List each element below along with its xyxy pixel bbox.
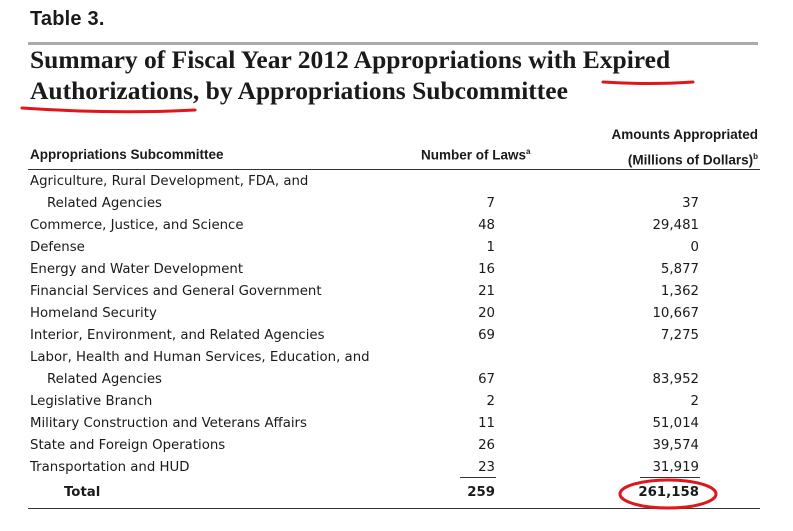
row-laws: 23 bbox=[478, 460, 495, 475]
table-row: State and Foreign Operations 26 39,574 bbox=[0, 435, 793, 457]
total-laws: 259 bbox=[467, 485, 495, 500]
table-row: Energy and Water Development 16 5,877 bbox=[0, 259, 793, 281]
table-title: Summary of Fiscal Year 2012 Appropriatio… bbox=[30, 45, 671, 105]
header-amount-line2-wrap: (Millions of Dollars)b bbox=[612, 146, 758, 172]
table-body: Agriculture, Rural Development, FDA, and… bbox=[0, 171, 793, 479]
row-amount: 1,362 bbox=[660, 284, 699, 299]
row-subcommittee: Financial Services and General Governmen… bbox=[30, 284, 322, 299]
header-laws: Number of Lawsa bbox=[421, 147, 530, 163]
underline-authorizations bbox=[20, 106, 197, 114]
row-subcommittee: Defense bbox=[30, 240, 85, 255]
row-subcommittee: Homeland Security bbox=[30, 306, 157, 321]
total-row: Total 259 261,158 bbox=[0, 482, 793, 504]
row-amount: 37 bbox=[682, 196, 699, 211]
row-laws: 11 bbox=[478, 416, 495, 431]
row-laws: 16 bbox=[478, 262, 495, 277]
header-amount: Amounts Appropriated (Millions of Dollar… bbox=[612, 124, 759, 172]
row-laws: 67 bbox=[478, 372, 495, 387]
table-row: Commerce, Justice, and Science 48 29,481 bbox=[0, 215, 793, 237]
total-label: Total bbox=[64, 485, 101, 500]
row-laws: 26 bbox=[478, 438, 495, 453]
footnote-a: a bbox=[526, 147, 531, 156]
row-laws: 48 bbox=[478, 218, 495, 233]
table-label: Table 3. bbox=[30, 8, 105, 30]
row-subcommittee: Legislative Branch bbox=[30, 394, 153, 409]
row-laws: 2 bbox=[486, 394, 495, 409]
table-row: Military Construction and Veterans Affai… bbox=[0, 413, 793, 435]
row-amount: 10,667 bbox=[652, 306, 699, 321]
header-subcommittee: Appropriations Subcommittee bbox=[30, 147, 760, 162]
sum-rule-laws bbox=[460, 477, 496, 478]
row-amount: 39,574 bbox=[652, 438, 699, 453]
table-row: Interior, Environment, and Related Agenc… bbox=[0, 325, 793, 347]
row-amount: 2 bbox=[690, 394, 699, 409]
row-laws: 7 bbox=[486, 196, 495, 211]
header-amount-line2: (Millions of Dollars) bbox=[627, 152, 754, 168]
row-laws: 20 bbox=[478, 306, 495, 321]
row-subcommittee: State and Foreign Operations bbox=[30, 438, 226, 453]
table-row: Transportation and HUD 23 31,919 bbox=[0, 457, 793, 479]
row-amount: 7,275 bbox=[660, 328, 699, 343]
header-subcommittee-text: Appropriations Subcommittee bbox=[30, 147, 224, 162]
header-laws-text: Number of Laws bbox=[421, 147, 527, 163]
row-amount: 31,919 bbox=[652, 460, 699, 475]
table-row: Related Agencies 7 37 bbox=[0, 193, 793, 215]
row-amount: 5,877 bbox=[660, 262, 699, 277]
table-row: Related Agencies 67 83,952 bbox=[0, 369, 793, 391]
row-amount: 0 bbox=[690, 240, 699, 255]
row-subcommittee: Interior, Environment, and Related Agenc… bbox=[30, 328, 325, 343]
row-subcommittee: Labor, Health and Human Services, Educat… bbox=[30, 350, 370, 365]
row-laws: 21 bbox=[478, 284, 495, 299]
table-row: Homeland Security 20 10,667 bbox=[0, 303, 793, 325]
top-rule bbox=[28, 42, 758, 45]
table-row: Agriculture, Rural Development, FDA, and bbox=[0, 171, 793, 193]
total-amount: 261,158 bbox=[638, 485, 699, 500]
row-subcommittee: Transportation and HUD bbox=[30, 460, 190, 475]
row-subcommittee: Related Agencies bbox=[47, 372, 162, 387]
table-row: Defense 1 0 bbox=[0, 237, 793, 259]
header-amount-line1: Amounts Appropriated bbox=[611, 127, 759, 142]
table-row: Financial Services and General Governmen… bbox=[0, 281, 793, 303]
table-row: Legislative Branch 2 2 bbox=[0, 391, 793, 413]
table-row: Labor, Health and Human Services, Educat… bbox=[0, 347, 793, 369]
header-rule bbox=[28, 169, 760, 170]
sum-rule-amount bbox=[640, 477, 700, 478]
row-amount: 83,952 bbox=[652, 372, 699, 387]
row-amount: 51,014 bbox=[652, 416, 699, 431]
footnote-b: b bbox=[753, 152, 758, 161]
row-amount: 29,481 bbox=[652, 218, 699, 233]
row-subcommittee: Agriculture, Rural Development, FDA, and bbox=[30, 174, 309, 189]
bottom-rule bbox=[28, 508, 760, 509]
row-subcommittee: Energy and Water Development bbox=[30, 262, 244, 277]
row-laws: 69 bbox=[478, 328, 495, 343]
row-subcommittee: Military Construction and Veterans Affai… bbox=[30, 416, 307, 431]
row-subcommittee: Commerce, Justice, and Science bbox=[30, 218, 244, 233]
row-subcommittee: Related Agencies bbox=[47, 196, 162, 211]
row-laws: 1 bbox=[486, 240, 495, 255]
